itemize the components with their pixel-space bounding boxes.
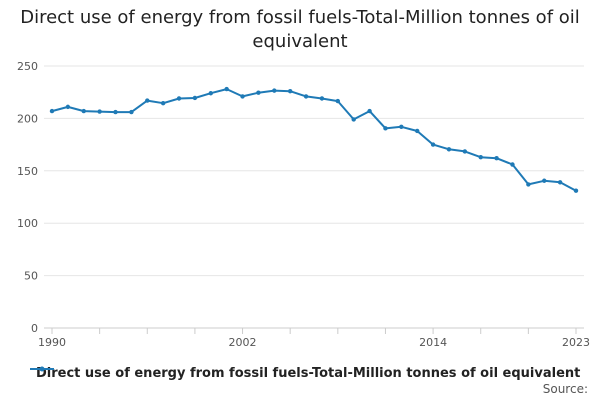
data-point (49, 108, 55, 114)
chart-title: Direct use of energy from fossil fuels-T… (20, 7, 580, 52)
series-line (51, 88, 577, 192)
data-point (256, 90, 261, 95)
data-point (462, 149, 468, 154)
data-point (430, 142, 436, 147)
legend-marker-icon (30, 366, 54, 372)
y-tick-label: 50 (24, 270, 38, 283)
data-point (415, 128, 420, 134)
data-point (446, 147, 452, 152)
legend-label: Direct use of energy from fossil fuels-T… (36, 365, 581, 381)
x-tick-label: 2023 (562, 336, 590, 349)
legend[interactable]: Direct use of energy from fossil fuels-T… (30, 364, 580, 382)
data-point (224, 86, 229, 92)
y-tick-label: 250 (17, 60, 38, 73)
data-point (510, 162, 515, 167)
data-point (208, 91, 213, 96)
x-tick-label: 1990 (38, 336, 66, 349)
data-point (399, 124, 404, 129)
data-point (478, 154, 483, 160)
data-point (97, 109, 102, 114)
data-point (557, 180, 563, 185)
data-point (160, 101, 166, 106)
data-point (526, 182, 531, 187)
data-point (65, 104, 71, 110)
data-point (573, 188, 579, 193)
data-point (129, 109, 134, 115)
data-point (383, 126, 388, 131)
data-point (272, 88, 277, 93)
data-point (145, 98, 150, 103)
data-point (81, 108, 86, 114)
data-point (176, 96, 182, 101)
data-point (542, 178, 547, 183)
x-tick-label: 2002 (229, 336, 257, 349)
data-point (303, 94, 309, 99)
source-label: Source: (542, 382, 588, 396)
y-tick-label: 150 (17, 165, 38, 178)
y-axis-ticks: 0 50 100 150 200 250 (17, 60, 38, 335)
y-tick-label: 100 (17, 217, 38, 230)
data-point (494, 156, 499, 161)
data-point (192, 95, 198, 101)
x-tick-label: 2014 (419, 336, 447, 349)
y-tick-label: 0 (31, 322, 38, 335)
data-point (113, 109, 118, 115)
x-axis-ticks: 1990 2002 2014 2023 (38, 328, 590, 349)
series-group (49, 86, 579, 193)
data-point (240, 94, 245, 99)
gridlines (44, 65, 584, 329)
data-point (335, 98, 341, 104)
y-tick-label: 200 (17, 112, 38, 125)
data-point (287, 88, 293, 94)
data-point (367, 108, 372, 114)
data-point (351, 117, 356, 122)
data-point (319, 96, 325, 101)
